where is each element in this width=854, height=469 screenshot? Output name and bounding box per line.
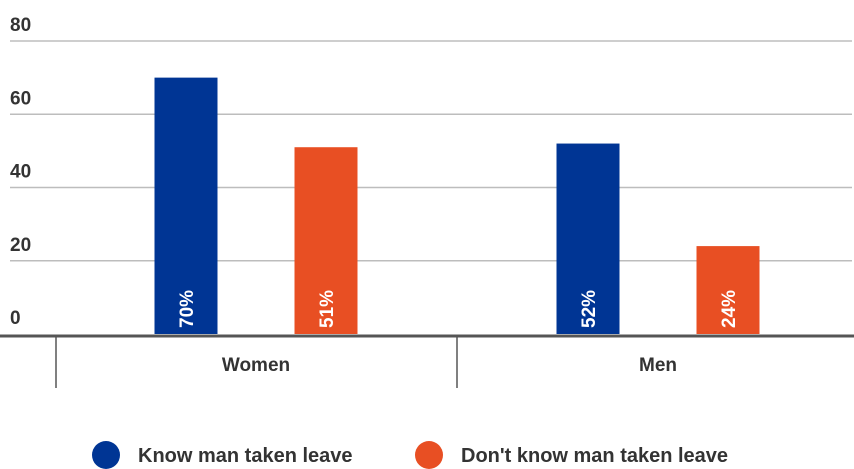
bar-value-label: 70% <box>177 290 198 328</box>
legend: Know man taken leave Don't know man taken… <box>92 441 728 469</box>
bar <box>154 77 218 334</box>
bars: 70% 51% 52% 24% <box>154 77 760 334</box>
legend-swatch <box>92 441 120 469</box>
legend-label: Know man taken leave <box>138 445 353 467</box>
y-axis-ticks: 0 20 40 60 80 <box>10 15 31 329</box>
category-label: Men <box>639 355 677 376</box>
bar <box>294 147 358 334</box>
bar-value-label: 51% <box>317 290 338 328</box>
y-tick-label: 20 <box>10 235 31 256</box>
bar-value-label: 24% <box>719 290 740 328</box>
grid-lines <box>10 40 852 262</box>
x-axis: Women Men <box>0 334 854 388</box>
category-label: Women <box>222 355 290 376</box>
y-tick-label: 0 <box>10 308 21 329</box>
bar-value-label: 52% <box>579 290 600 328</box>
y-tick-label: 80 <box>10 15 31 36</box>
bar <box>556 143 620 334</box>
legend-label: Don't know man taken leave <box>461 445 728 467</box>
bar <box>696 246 760 334</box>
y-tick-label: 40 <box>10 162 31 183</box>
y-tick-label: 60 <box>10 88 31 109</box>
legend-swatch <box>415 441 443 469</box>
